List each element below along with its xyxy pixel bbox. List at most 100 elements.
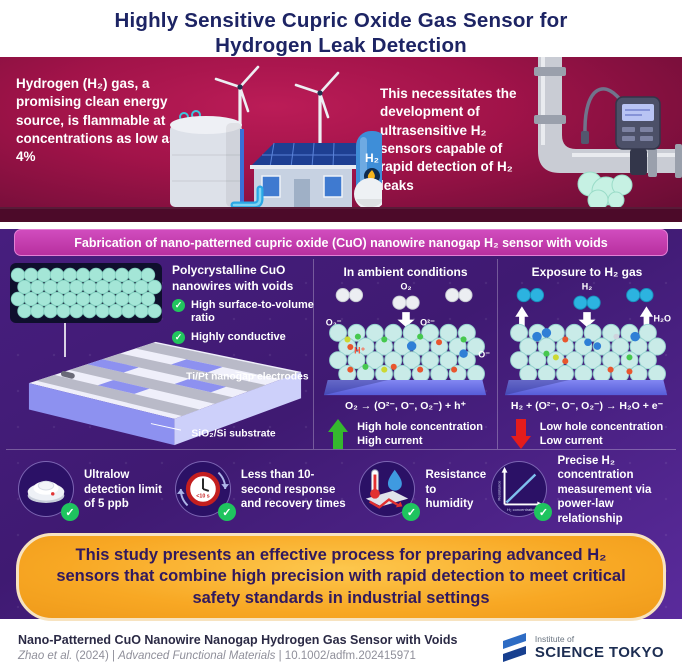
ambient-result: High hole concentration High current xyxy=(328,419,483,449)
h2-tank-label: H₂ xyxy=(365,151,379,165)
gas-pipe-icon xyxy=(534,57,682,178)
feature-text: Resistance to humidity xyxy=(425,469,487,511)
nanowire-bullet-1: ✓ High surface-to-volume ratio xyxy=(172,299,322,325)
fabrication-panels: Polycrystalline CuO nanowires with voids… xyxy=(6,259,676,449)
intro-right-text: This necessitates the development of ult… xyxy=(380,86,517,193)
h2-molecules-icon xyxy=(516,288,654,310)
citation-year: (2024) | xyxy=(72,650,119,662)
institute-logo: Institute of SCIENCE TOKYO xyxy=(500,632,664,664)
feature-detection-limit: ✓ Ultralow detection limit of 5 ppb xyxy=(10,461,167,521)
electrode-slab xyxy=(504,380,668,396)
up-arrow-icon xyxy=(639,306,654,328)
check-icon: ✓ xyxy=(172,330,185,344)
nanowire-text: Polycrystalline CuO nanowires with voids… xyxy=(172,263,322,344)
citation-journal: Advanced Functional Materials xyxy=(118,650,276,662)
electrode-label: Ti/Pt nanogap electrodes xyxy=(186,371,309,382)
storage-tank-icon xyxy=(170,110,244,207)
footer: Nano-Patterned CuO Nanowire Nanogap Hydr… xyxy=(0,619,682,669)
pipe-elbow-icon xyxy=(230,185,264,209)
o2-molecules-icon xyxy=(335,288,473,310)
fabrication-banner: Fabrication of nano-patterned cupric oxi… xyxy=(14,229,668,256)
up-arrow-icon xyxy=(515,306,529,328)
check-icon: ✓ xyxy=(172,299,185,313)
feature-power-law: Resistance H₂ concentration ✓ Precise H₂… xyxy=(483,454,672,526)
factory-building-icon xyxy=(250,142,356,207)
title-line-2: Hydrogen Leak Detection xyxy=(215,34,467,57)
citation-block: Nano-Patterned CuO Nanowire Nanogap Hydr… xyxy=(18,633,457,662)
ambient-heading: In ambient conditions xyxy=(343,265,468,279)
humidity-resistance-icon xyxy=(366,469,409,509)
cuo-nanowire-spheres-icon xyxy=(10,267,162,319)
feature-text: Ultralow detection limit of 5 ppb xyxy=(84,469,162,511)
o2-molecule-label: O₂ xyxy=(400,281,411,291)
feature-response-time: <10 s ✓ Less than 10-second response and… xyxy=(167,461,352,521)
ground-strip xyxy=(0,207,682,222)
adsorbed-species-dots xyxy=(344,333,468,373)
substrate-label: SiO₂/Si substrate xyxy=(191,429,276,440)
logo-science-tokyo: SCIENCE TOKYO xyxy=(534,644,664,661)
exposure-equation: H₂ + (O²⁻, O⁻, O₂⁻) → H₂O + e⁻ xyxy=(510,400,664,412)
adsorbed-species-dots xyxy=(532,328,640,375)
hydrogen-plant-illustration: H₂ xyxy=(170,65,382,209)
leak-detection-illustration xyxy=(534,57,682,209)
ambient-equation: O₂ → (O²⁻, O⁻, O₂⁻) + h⁺ xyxy=(345,400,467,412)
exposure-panel: Exposure to H₂ gas H₂ H₂O xyxy=(498,259,676,449)
red-down-arrow-icon xyxy=(510,419,531,449)
ambient-result-line1: High hole concentration xyxy=(357,420,483,433)
features-row: ✓ Ultralow detection limit of 5 ppb xyxy=(6,449,676,530)
check-badge-icon: ✓ xyxy=(534,503,553,521)
green-up-arrow-icon xyxy=(328,419,349,449)
check-badge-icon: ✓ xyxy=(61,503,79,521)
o-minus-label: O⁻ xyxy=(478,349,490,359)
feature-text: Precise H₂ concentration measurement via… xyxy=(557,455,652,525)
page-title: Highly Sensitive Cupric Oxide Gas Sensor… xyxy=(0,8,682,58)
nanowire-bullet-2: ✓ Highly conductive xyxy=(172,330,322,344)
citation-authors: Zhao et al. xyxy=(18,650,73,662)
bullet-text: Highly conductive xyxy=(191,330,286,343)
timer-label: <10 s xyxy=(196,494,209,500)
conclusion-box: This study presents an effective process… xyxy=(16,533,666,622)
cuo-lattice-icon xyxy=(510,323,666,383)
citation-line: Zhao et al. (2024) | Advanced Functional… xyxy=(18,650,457,662)
nanowire-panel: Polycrystalline CuO nanowires with voids… xyxy=(6,259,314,449)
nanowire-inset xyxy=(10,263,162,323)
title-line-1: Highly Sensitive Cupric Oxide Gas Sensor… xyxy=(114,9,568,32)
gas-cloud-icon xyxy=(577,171,633,209)
exposure-result-line1: Low hole concentration xyxy=(539,420,664,433)
paper-title: Nano-Patterned CuO Nanowire Nanogap Hydr… xyxy=(18,633,458,647)
gas-detector-icon xyxy=(581,87,661,175)
h2-molecule-label: H₂ xyxy=(582,281,592,291)
h2o-label: H₂O xyxy=(654,314,671,324)
smoke-detector-icon xyxy=(27,480,65,503)
feature-humidity: ✓ Resistance to humidity xyxy=(351,461,487,521)
intro-section: Hydrogen (H₂) gas, a promising clean ene… xyxy=(0,57,682,222)
bullet-text: High surface-to-volume ratio xyxy=(191,299,314,325)
exposure-heading: Exposure to H₂ gas xyxy=(531,265,643,279)
check-badge-icon: ✓ xyxy=(217,503,236,521)
down-arrow-icon xyxy=(578,312,596,328)
intro-left-text: Hydrogen (H₂) gas, a promising clean ene… xyxy=(16,76,177,165)
ambient-lattice-illustration: O₂ O₂⁻ O²⁻ xyxy=(323,281,490,396)
superoxide-ion-label: O₂⁻ xyxy=(325,317,341,327)
check-badge-icon: ✓ xyxy=(402,503,421,521)
graph-y-axis-label: Resistance xyxy=(497,480,502,501)
electrode-slab xyxy=(323,380,486,396)
logo-institute-of: Institute of xyxy=(534,634,575,644)
nanowire-on-substrate-icon xyxy=(60,371,75,379)
graph-x-axis-label: H₂ concentration xyxy=(507,507,537,512)
science-tokyo-logo-icon xyxy=(502,632,526,662)
oxide-ion-label: O²⁻ xyxy=(420,317,435,327)
down-arrow-icon xyxy=(397,312,415,328)
inset-connector-line xyxy=(64,323,66,357)
exposure-result: Low hole concentration Low current xyxy=(510,419,664,449)
exposure-result-line2: Low current xyxy=(539,435,603,447)
citation-doi: | 10.1002/adfm.202415971 xyxy=(275,650,416,662)
ambient-panel: In ambient conditions O₂ xyxy=(313,259,498,449)
nanowire-heading: Polycrystalline CuO nanowires with voids xyxy=(172,263,294,293)
exposure-lattice-illustration: H₂ H₂O xyxy=(504,281,671,396)
ambient-result-line2: High current xyxy=(357,435,423,447)
feature-text: Less than 10-second response and recover… xyxy=(240,469,346,511)
fabrication-section: Fabrication of nano-patterned cupric oxi… xyxy=(0,229,682,622)
header: Highly Sensitive Cupric Oxide Gas Sensor… xyxy=(0,0,682,57)
